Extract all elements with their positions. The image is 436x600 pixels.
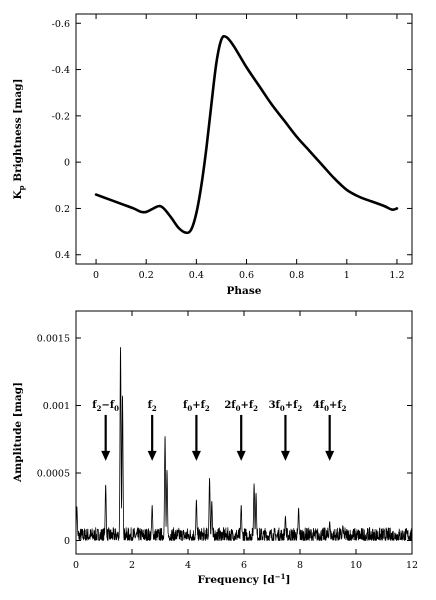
spectrum-y-tick-label: 0: [64, 536, 70, 547]
light-curve-x-tick-label: 1: [344, 270, 350, 281]
light-curve-series-line: [94, 34, 399, 235]
light-curve-y-axis-label: Kp Brightness [mag]: [12, 79, 26, 200]
light-curve-y-tick-label: -0.4: [52, 65, 70, 76]
light-curve-x-tick-label: 0.4: [189, 270, 204, 281]
annotation-label: f0+f2: [183, 400, 210, 413]
light-curve-y-tick-label: -0.6: [52, 19, 70, 30]
annotation-arrow-head: [191, 450, 201, 461]
annotation-label: 2f0+f2: [224, 400, 258, 413]
spectrum-y-tick-label: 0.001: [43, 401, 70, 412]
light-curve-y-tick-label: -0.2: [52, 111, 70, 122]
spectrum-x-ticks: 0 2 4 6 8 10 12: [73, 311, 418, 571]
annotation-arrow-head: [280, 450, 290, 461]
spectrum-x-tick-label: 0: [73, 560, 79, 571]
light-curve-x-tick-label: 0.6: [239, 270, 254, 281]
light-curve-y-tick-label: 0.4: [55, 250, 70, 261]
spectrum-x-tick-label: 8: [297, 560, 303, 571]
frequency-annotations: f2−f0 f2 f0+f2 2f0+f2 3f0+f2 4f0+f2: [92, 400, 347, 461]
light-curve-panel: 0 0.2 0.4 0.6 0.8 1 1.2 -0.6 -0.4 -0.2 0 0.2 0.4 Ph…: [12, 13, 413, 297]
spectrum-y-ticks: 0 0.0005 0.001 0.0015: [37, 334, 412, 547]
annotation-label: 4f0+f2: [313, 400, 347, 413]
spectrum-x-tick-label: 10: [350, 560, 362, 571]
spectrum-y-tick-label: 0.0005: [37, 469, 70, 480]
light-curve-x-ticks: 0 0.2 0.4 0.6 0.8 1 1.2: [93, 14, 405, 281]
amplitude-spectrum-frame: [75, 310, 413, 555]
annotation-label: f2: [148, 400, 157, 413]
light-curve-frame: [75, 13, 413, 265]
spectrum-y-tick-label: 0.0015: [37, 334, 70, 345]
annotation-arrow-head: [147, 450, 157, 461]
light-curve-x-tick-label: 0.2: [139, 270, 154, 281]
light-curve-y-tick-label: 0: [64, 158, 70, 169]
amplitude-spectrum-panel: 0 2 4 6 8 10 12 0 0.0005 0.001 0.0015 f2−f0 f2 f0+f…: [12, 310, 418, 586]
light-curve-x-tick-label: 0: [93, 270, 99, 281]
spectrum-x-tick-label: 12: [406, 560, 418, 571]
spectrum-series-line: [75, 347, 413, 541]
light-curve-x-tick-label: 1.2: [389, 270, 404, 281]
annotation-label: f2−f0: [92, 400, 119, 413]
annotation-label: 3f0+f2: [269, 400, 303, 413]
spectrum-x-axis-label: Frequency [d−1]: [198, 572, 291, 586]
spectrum-x-tick-label: 4: [185, 560, 191, 571]
spectrum-y-axis-label: Amplitude [mag]: [12, 382, 24, 483]
annotation-arrow-head: [236, 450, 246, 461]
annotation-arrow-head: [101, 450, 111, 461]
spectrum-x-tick-label: 2: [129, 560, 135, 571]
light-curve-y-ticks: -0.6 -0.4 -0.2 0 0.2 0.4: [52, 19, 412, 261]
spectrum-x-tick-label: 6: [241, 560, 247, 571]
light-curve-x-axis-label: Phase: [227, 285, 262, 297]
annotation-arrow-head: [325, 450, 335, 461]
light-curve-y-tick-label: 0.2: [55, 204, 70, 215]
light-curve-x-tick-label: 0.8: [289, 270, 304, 281]
